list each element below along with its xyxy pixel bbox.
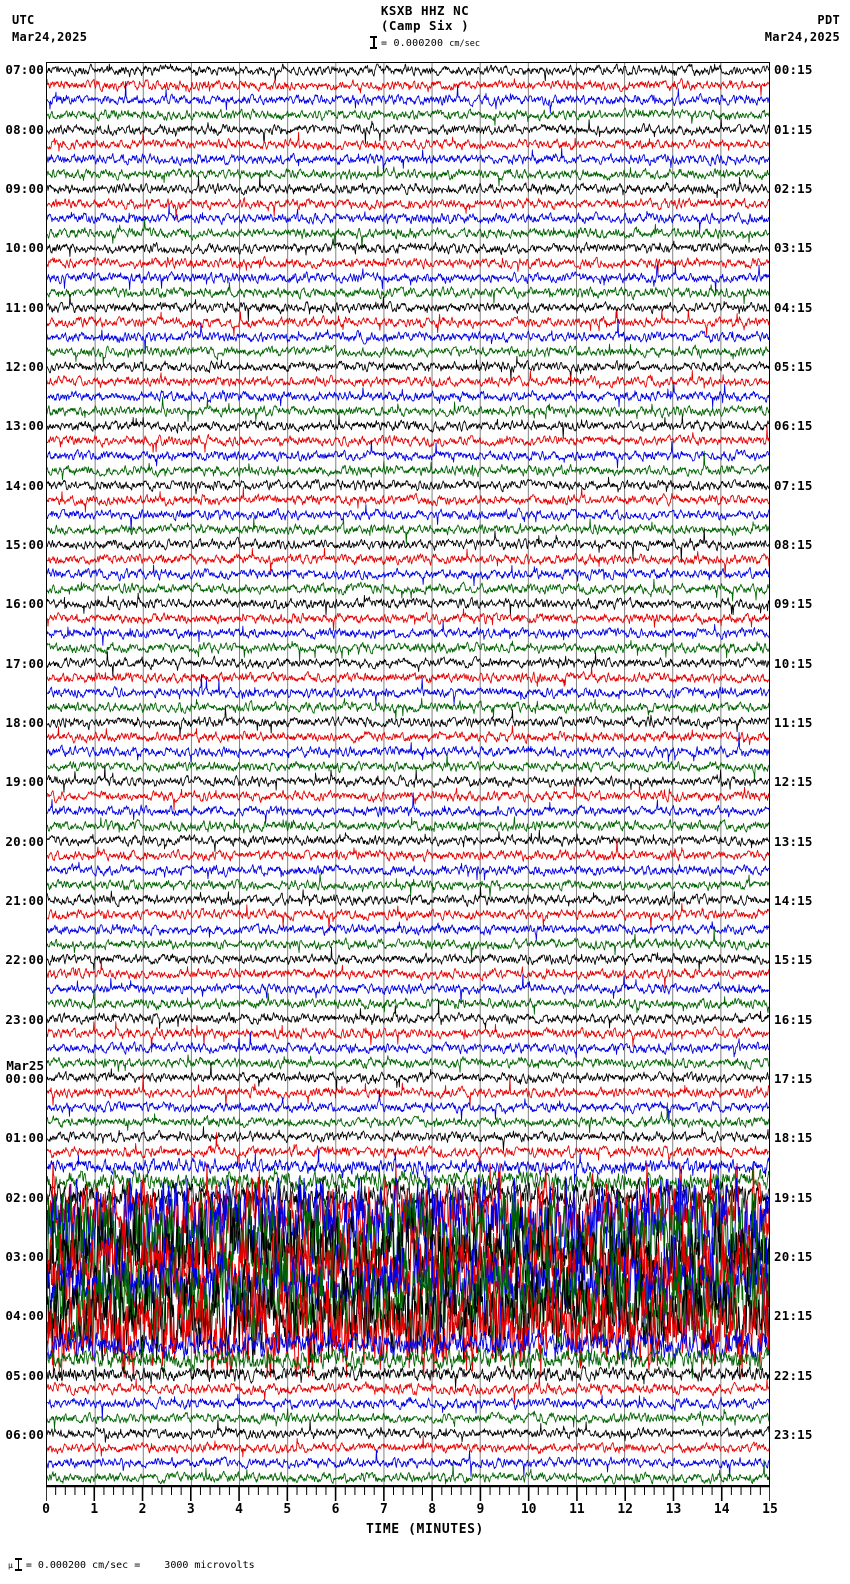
x-tick-label: 15 bbox=[762, 1502, 778, 1517]
pdt-hour-label: 16:15 bbox=[774, 1011, 813, 1027]
x-axis-title: TIME (MINUTES) bbox=[366, 1522, 484, 1537]
header-utc-label: UTC bbox=[12, 13, 35, 27]
utc-hour-label: 16:00 bbox=[5, 596, 44, 612]
utc-hour-label: 07:00 bbox=[5, 62, 44, 78]
pdt-hour-label: 07:15 bbox=[774, 477, 813, 493]
pdt-hour-label: 12:15 bbox=[774, 774, 813, 790]
pdt-hour-label: 14:15 bbox=[774, 893, 813, 909]
utc-hour-label: 13:00 bbox=[5, 418, 44, 434]
x-tick-label: 11 bbox=[569, 1502, 585, 1517]
pdt-hour-label: 01:15 bbox=[774, 121, 813, 137]
utc-hour-label: 06:00 bbox=[5, 1427, 44, 1443]
header-utc-date: Mar24,2025 bbox=[12, 30, 88, 44]
x-tick-label: 1 bbox=[90, 1502, 99, 1517]
x-axis-ticks bbox=[46, 1486, 770, 1501]
x-tick-label: 10 bbox=[520, 1502, 537, 1517]
x-tick-label: 5 bbox=[283, 1502, 292, 1517]
utc-hour-label: 15:00 bbox=[5, 537, 44, 553]
utc-hour-label: 09:00 bbox=[5, 181, 44, 197]
scale-value: = 0.000200 bbox=[381, 38, 444, 49]
header-pdt-label: PDT bbox=[817, 13, 840, 27]
utc-hour-label: 18:00 bbox=[5, 715, 44, 731]
x-tick-label: 8 bbox=[428, 1502, 437, 1517]
pdt-hour-label: 22:15 bbox=[774, 1367, 813, 1383]
date-change-marker: Mar25 bbox=[6, 1058, 44, 1074]
x-tick-label: 2 bbox=[138, 1502, 147, 1517]
pdt-hour-label: 21:15 bbox=[774, 1308, 813, 1324]
footer-scale-bar-icon bbox=[14, 1558, 22, 1571]
pdt-hour-label: 23:15 bbox=[774, 1427, 813, 1443]
pdt-hour-label: 11:15 bbox=[774, 715, 813, 731]
pdt-hour-label: 00:15 bbox=[774, 62, 813, 78]
pdt-hour-label: 18:15 bbox=[774, 1130, 813, 1146]
x-tick-label: 0 bbox=[42, 1502, 50, 1517]
scale-bar-icon bbox=[370, 36, 378, 49]
x-tick-label: 3 bbox=[186, 1502, 195, 1517]
utc-hour-label: 04:00 bbox=[5, 1308, 44, 1324]
x-tick-label: 6 bbox=[331, 1502, 340, 1517]
pdt-hour-label: 13:15 bbox=[774, 833, 813, 849]
utc-hour-label: 23:00 bbox=[5, 1011, 44, 1027]
pdt-hour-label: 20:15 bbox=[774, 1249, 813, 1265]
pdt-hour-label: 03:15 bbox=[774, 240, 813, 256]
utc-hour-label: 22:00 bbox=[5, 952, 44, 968]
x-tick-label: 14 bbox=[713, 1502, 730, 1517]
station-site-name: (Camp Six ) bbox=[380, 18, 470, 33]
utc-hour-label: 11:00 bbox=[5, 299, 44, 315]
x-tick-label: 7 bbox=[379, 1502, 388, 1517]
pdt-hour-label: 15:15 bbox=[774, 952, 813, 968]
pdt-hour-label: 10:15 bbox=[774, 655, 813, 671]
utc-hour-label: 10:00 bbox=[5, 240, 44, 256]
utc-hour-label: 12:00 bbox=[5, 359, 44, 375]
utc-hour-label: 20:00 bbox=[5, 833, 44, 849]
pdt-hour-label: 05:15 bbox=[774, 359, 813, 375]
x-tick-label: 9 bbox=[476, 1502, 485, 1517]
pdt-hour-label: 19:15 bbox=[774, 1189, 813, 1205]
header-right-timezone-block: PDT Mar24,2025 bbox=[765, 12, 840, 46]
utc-hour-label: 21:00 bbox=[5, 893, 44, 909]
x-tick-label: 12 bbox=[617, 1502, 634, 1517]
utc-hour-label: 05:00 bbox=[5, 1367, 44, 1383]
footer-scale-text: = 0.000200 cm/sec = 3000 microvolts bbox=[25, 1560, 255, 1571]
header-pdt-date: Mar24,2025 bbox=[764, 30, 840, 44]
pdt-hour-label: 06:15 bbox=[774, 418, 813, 434]
header-left-timezone-block: UTC Mar24,2025 bbox=[12, 12, 87, 46]
x-tick-label: 13 bbox=[665, 1502, 682, 1517]
utc-hour-label: 14:00 bbox=[5, 477, 44, 493]
amplitude-scale-legend: = 0.000200 cm/sec bbox=[0, 36, 850, 49]
utc-hour-label: 03:00 bbox=[5, 1249, 44, 1265]
pdt-hour-label: 02:15 bbox=[774, 181, 813, 197]
station-channel-network: KSXB HHZ NC bbox=[380, 3, 470, 18]
utc-hour-label: 00:00 bbox=[5, 1071, 44, 1087]
utc-hour-label: 19:00 bbox=[5, 774, 44, 790]
utc-hour-label: 17:00 bbox=[5, 655, 44, 671]
utc-hour-label: 08:00 bbox=[5, 121, 44, 137]
pdt-hour-label: 04:15 bbox=[774, 299, 813, 315]
pdt-hour-label: 08:15 bbox=[774, 537, 813, 553]
seismic-trace-layer bbox=[47, 63, 769, 1485]
page-title: KSXB HHZ NC (Camp Six ) bbox=[0, 3, 850, 33]
scale-units: cm/sec bbox=[449, 39, 480, 49]
footer-scale-note: μ = 0.000200 cm/sec = 3000 microvolts bbox=[8, 1558, 255, 1571]
utc-hour-label: 02:00 bbox=[5, 1189, 44, 1205]
pdt-hour-label: 17:15 bbox=[774, 1071, 813, 1087]
pdt-hour-label: 09:15 bbox=[774, 596, 813, 612]
footer-micro-symbol: μ bbox=[8, 1561, 13, 1570]
helicorder-plot[interactable] bbox=[46, 62, 770, 1486]
utc-hour-label: 01:00 bbox=[5, 1130, 44, 1146]
x-tick-label: 4 bbox=[235, 1502, 243, 1517]
